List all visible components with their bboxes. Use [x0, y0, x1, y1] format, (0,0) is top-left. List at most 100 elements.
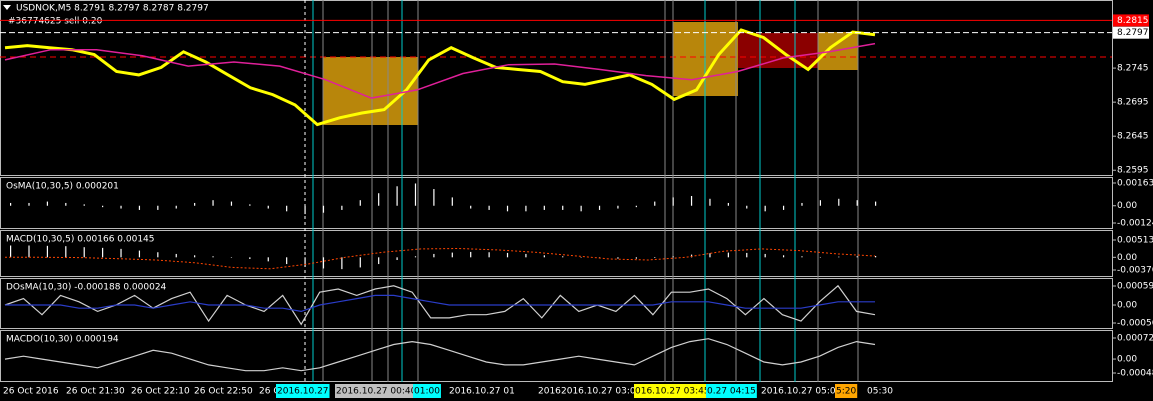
panel-title: MACDO(10,30) 0.000194 [6, 335, 119, 345]
histogram-bar [875, 255, 877, 258]
histogram-bar [801, 256, 803, 258]
histogram-bar [378, 193, 380, 206]
histogram-bar [414, 256, 417, 258]
series-line [4, 338, 876, 372]
histogram-bar [470, 251, 472, 258]
histogram-bar [875, 201, 877, 206]
y-tick-label: 8.2595 [1117, 166, 1149, 176]
y-tick-label: 0.00 [1117, 253, 1137, 263]
histogram-bar [359, 257, 361, 268]
histogram-bar [746, 252, 748, 258]
histogram-bar [212, 200, 214, 206]
time-label: 26 Oct 21:30 [66, 387, 125, 397]
price-tag [1113, 26, 1149, 39]
histogram-bar [378, 257, 380, 265]
frames [0, 0, 1113, 382]
series-line [5, 294, 875, 313]
histogram-bar [267, 257, 269, 262]
histogram-bar [359, 200, 361, 206]
histogram-bar [709, 253, 711, 258]
trade-box [818, 32, 858, 70]
histogram-bar [690, 196, 693, 206]
order-label: #36774625 sell 0.20 [8, 17, 103, 27]
y-tick-label: -0.00056 [1117, 319, 1153, 329]
panel-title: DOsMA(10,30) -0.000188 0.000024 [6, 283, 167, 293]
time-label: 2016.10.27 03:00 [561, 387, 642, 397]
histogram-bar [175, 205, 177, 209]
histogram-bar [230, 201, 233, 206]
y-tick-label: 0.00163 [1117, 179, 1153, 189]
histogram-bar [525, 253, 527, 258]
histogram-bar [83, 204, 85, 206]
histogram-bar [746, 205, 748, 209]
y-tick-label: 0.00 [1117, 301, 1137, 311]
time-label: 26 Oct 22:50 [194, 387, 253, 397]
time-label: 016.10.27 03:45 [635, 387, 710, 397]
histogram-bar [562, 256, 564, 258]
histogram-bar [488, 252, 490, 258]
y-tick-label: 8.2645 [1117, 132, 1149, 142]
histogram-bar [138, 205, 141, 210]
histogram-bar [819, 256, 821, 258]
histogram-bar [580, 205, 582, 212]
histogram-bar [102, 205, 104, 208]
series-line [4, 28, 876, 127]
histogram-bar [543, 205, 545, 210]
price-tag [1113, 14, 1149, 27]
y-tick-label: 0.000593 [1117, 282, 1153, 292]
histogram-bar [764, 253, 766, 258]
histogram-bar [543, 255, 545, 258]
histogram-bar [396, 186, 398, 206]
histogram-bar [120, 248, 122, 258]
histogram-bar [83, 247, 85, 258]
time-label: 2016.10.27 [277, 387, 329, 397]
histogram-bar [341, 205, 343, 210]
time-label: 05:30 [867, 387, 893, 397]
y-tick-label: 8.2695 [1117, 98, 1149, 108]
trade-box [738, 33, 818, 68]
histogram-bar [304, 257, 306, 267]
histogram-bar [635, 205, 637, 208]
histogram-bar [102, 247, 104, 258]
time-label: 01:00 [414, 387, 440, 397]
histogram-bar [856, 200, 858, 206]
y-tick-label: -0.00376 [1117, 266, 1153, 276]
histogram-bar [838, 198, 840, 206]
time-label-box [413, 384, 441, 398]
histogram-bar [286, 205, 288, 212]
panel-title: MACD(10,30,5) 0.00166 0.00145 [6, 235, 155, 245]
histogram-bar [341, 257, 343, 270]
histogram-bar [727, 252, 729, 258]
histogram-bar [838, 256, 840, 258]
histogram-bar [654, 257, 656, 258]
histogram-bar [249, 204, 251, 206]
histogram-bar [764, 205, 766, 212]
histogram-bar [782, 205, 785, 210]
time-label: 5:20 [836, 387, 856, 397]
histogram-bar [28, 202, 30, 206]
histogram-bar [709, 198, 711, 206]
time-label: 26 O [259, 387, 280, 397]
histogram-bar [175, 253, 177, 258]
histogram-bar [672, 197, 674, 206]
histogram-bar [562, 205, 564, 210]
macdo-frame [0, 330, 1113, 382]
time-label: 2016.10.27 01 [449, 387, 515, 397]
y-tick-label: 0.000725 [1117, 334, 1153, 344]
histogram-bar [46, 201, 49, 206]
menu-arrow [3, 5, 11, 10]
histogram-bar [157, 252, 159, 258]
macd-frame [0, 230, 1113, 277]
time-label: 2016.10.27 05:05 [761, 387, 841, 397]
histogram-bar [10, 202, 12, 206]
histogram-bar [635, 257, 637, 259]
y-tick-label: 0.00 [1117, 355, 1137, 365]
main-frame [0, 0, 1113, 176]
y-tick-label: 8.2745 [1117, 64, 1149, 74]
time-label-box [634, 384, 711, 398]
histogram-bar [525, 205, 527, 212]
histogram-bar [801, 202, 803, 206]
time-label-box [335, 384, 418, 398]
symbol-header: USDNOK,M5 8.2791 8.2797 8.2787 8.2797 [16, 4, 209, 14]
